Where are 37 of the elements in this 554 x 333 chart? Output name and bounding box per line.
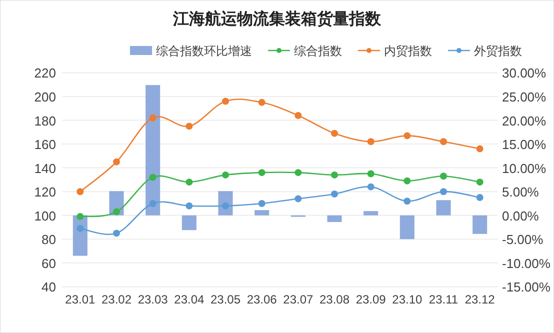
xtick: 23.12 (464, 292, 495, 307)
xtick: 23.07 (283, 292, 314, 307)
xtick: 23.10 (392, 292, 422, 307)
ytick: 80 (42, 232, 56, 248)
y2tick: -10.00% (502, 256, 550, 271)
legend-label: 综合指数环比增速 (156, 44, 252, 58)
y2tick: 10.00% (502, 160, 546, 176)
ytick: 200 (34, 89, 56, 104)
xtick: 23.05 (210, 292, 241, 307)
xtick: 23.02 (101, 292, 132, 307)
xtick: 23.01 (65, 292, 96, 307)
y2tick: 20.00% (502, 113, 546, 128)
xtick: 23.09 (356, 292, 386, 307)
y2tick: 25.00% (502, 89, 546, 104)
ytick: 60 (42, 256, 56, 271)
xtick: 23.06 (246, 292, 277, 307)
ytick: 220 (34, 66, 56, 81)
legend-label: 综合指数 (294, 44, 342, 58)
y2tick: -15.00% (502, 280, 550, 295)
ytick: 120 (34, 184, 56, 200)
title: 江海航运物流集装箱货量指数 (173, 11, 381, 28)
ytick: 160 (34, 137, 56, 152)
xtick: 23.11 (428, 292, 458, 307)
ytick: 40 (42, 280, 56, 295)
y2tick: 30.00% (502, 66, 546, 81)
y2tick: 15.00% (502, 137, 546, 152)
ytick: 100 (34, 208, 56, 224)
xtick: 23.04 (174, 292, 204, 307)
ytick: 180 (34, 113, 56, 128)
y2tick: 0.00% (502, 208, 539, 224)
ytick: 140 (34, 160, 56, 176)
y2tick: 5.00% (502, 184, 539, 200)
legend-label: 外贸指数 (474, 44, 522, 58)
xtick: 23.03 (138, 292, 168, 307)
legend-label: 内贸指数 (384, 44, 432, 58)
xtick: 23.08 (319, 292, 350, 307)
y2tick: -5.00% (502, 232, 544, 248)
